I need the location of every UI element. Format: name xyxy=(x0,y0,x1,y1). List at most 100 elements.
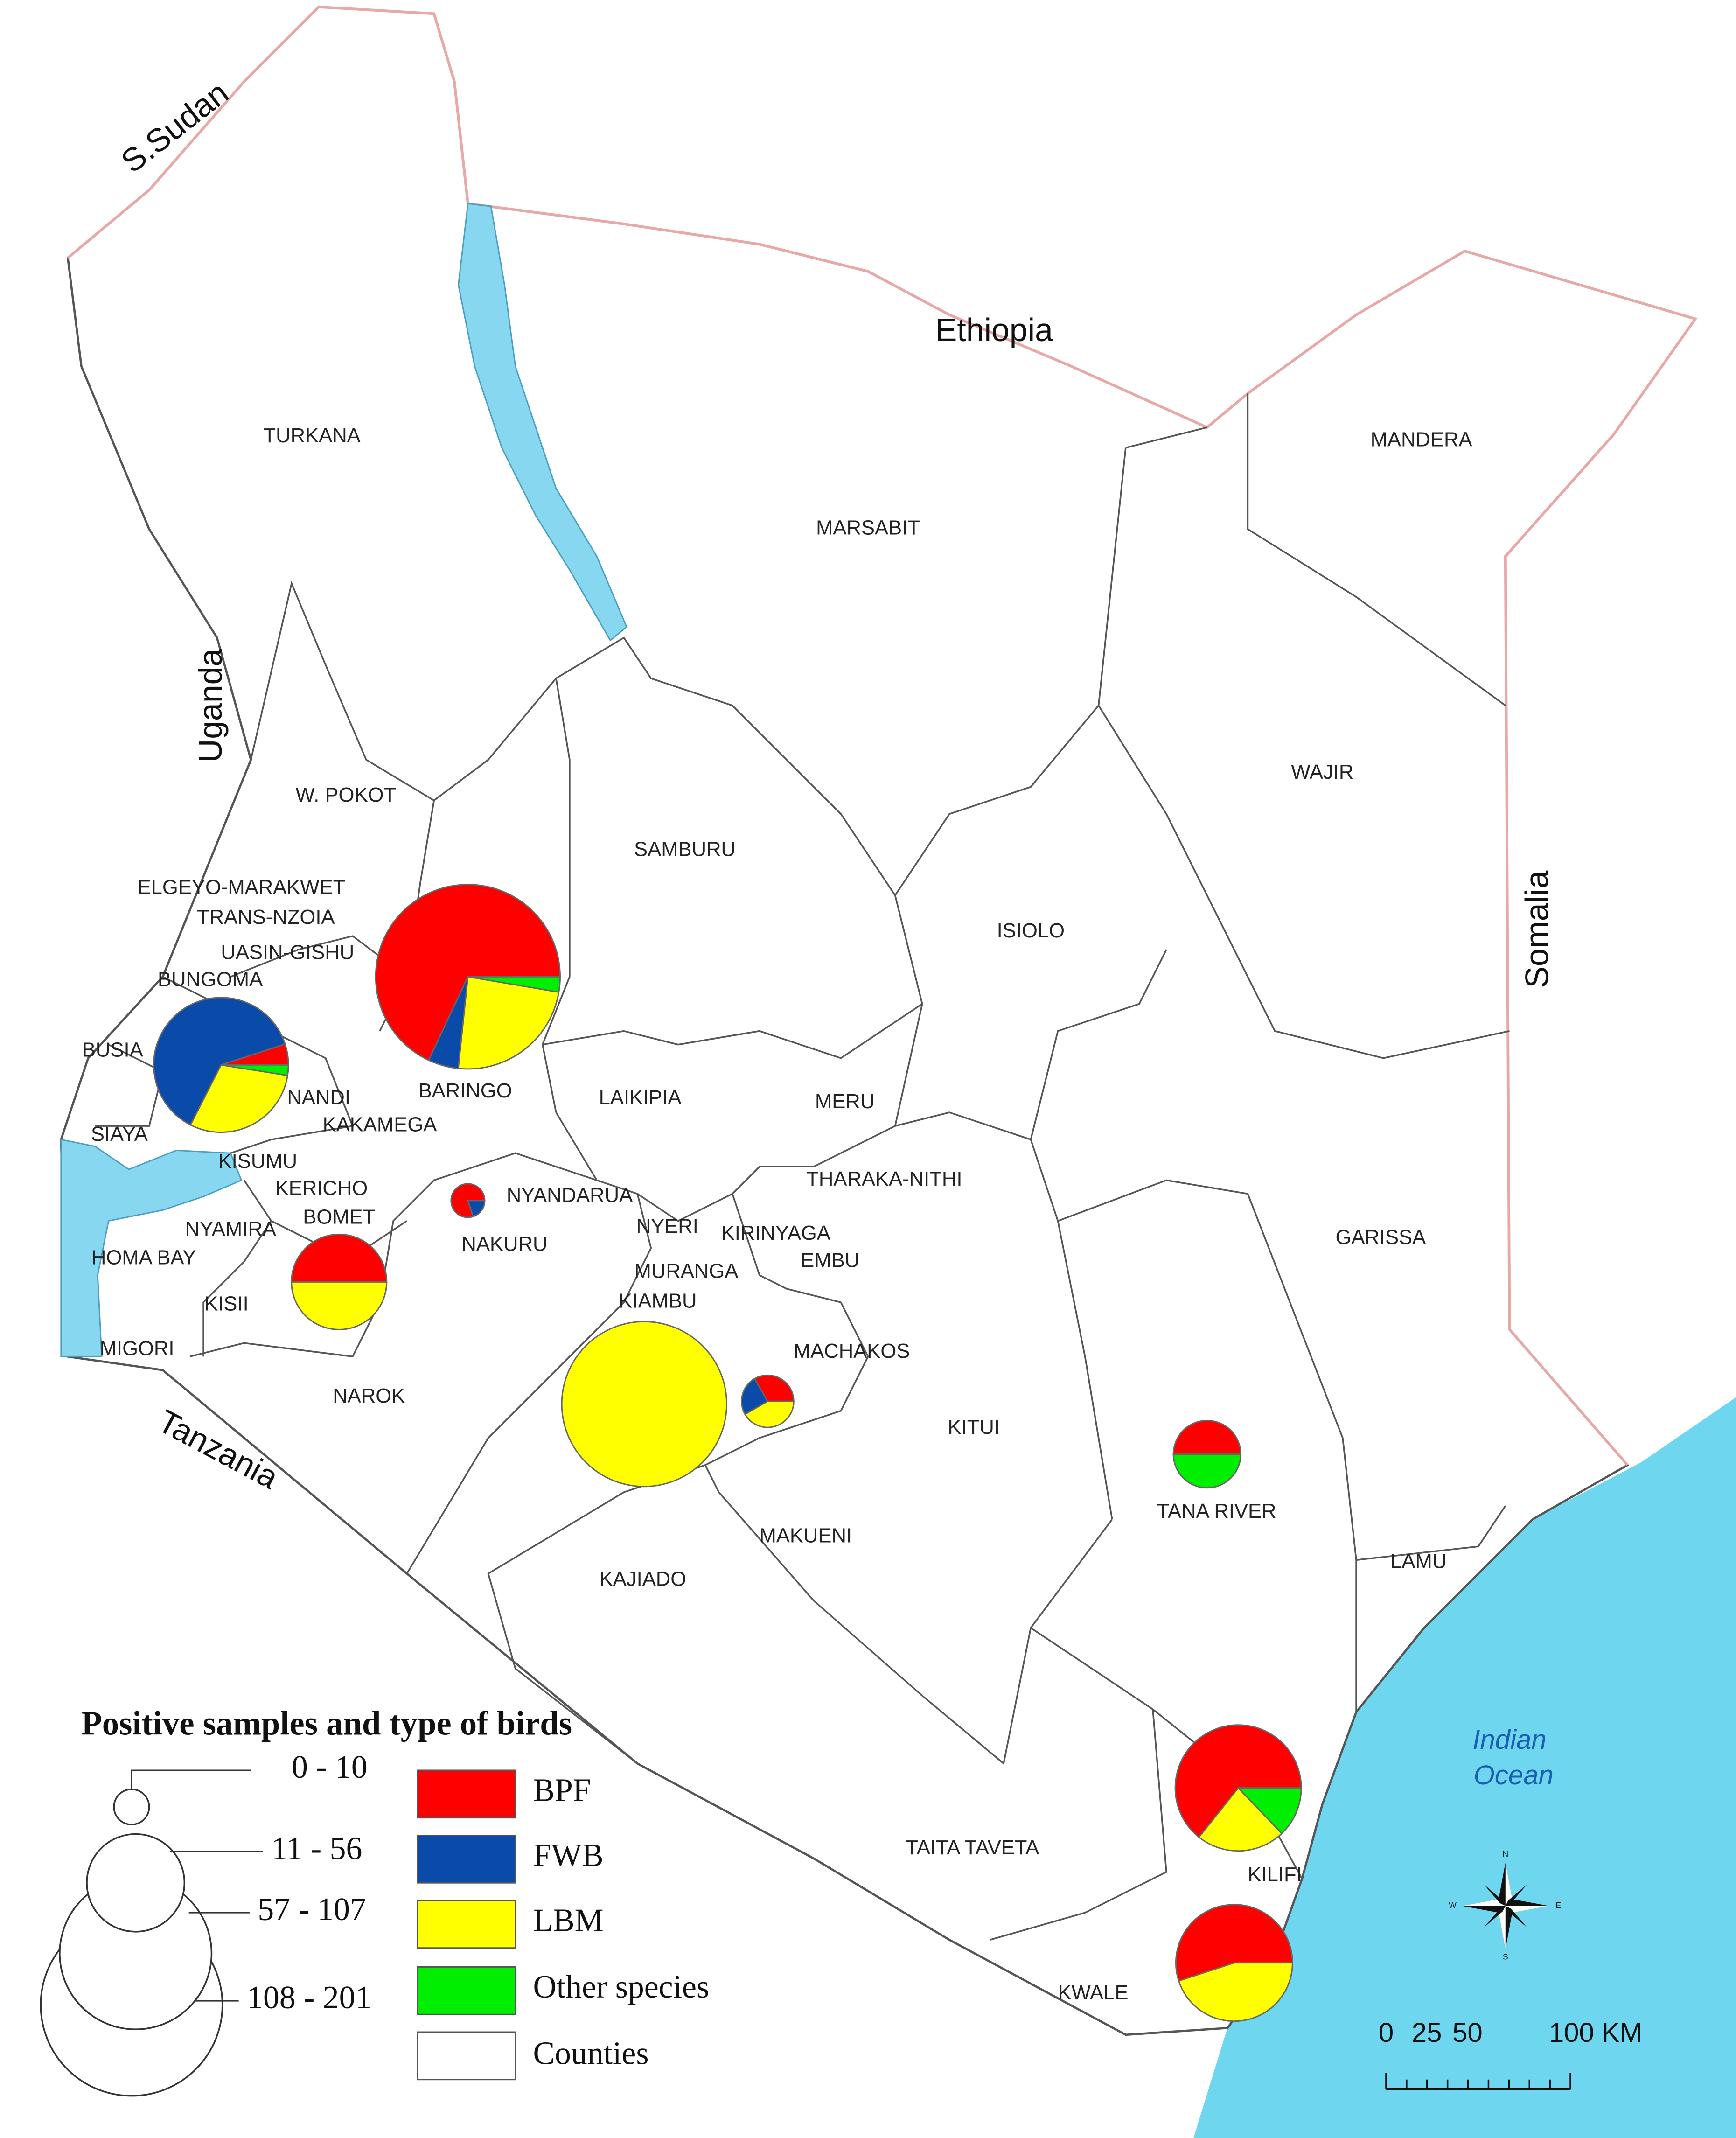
legend-label: FWB xyxy=(533,1838,603,1873)
scale-label: 25 xyxy=(1412,2018,1442,2048)
legend-swatch xyxy=(417,1966,516,2015)
county-label: NYAMIRA xyxy=(185,1218,276,1240)
legend-label: BPF xyxy=(533,1772,591,1808)
legend-label: Other species xyxy=(533,1969,709,2005)
county-label: KAKAMEGA xyxy=(323,1114,437,1136)
county-label: LAMU xyxy=(1390,1551,1447,1573)
county-label: NANDI xyxy=(287,1086,350,1109)
scale-label: 0 xyxy=(1379,2018,1394,2048)
pie-slice xyxy=(1172,1453,1241,1488)
county-label: TANA RIVER xyxy=(1157,1500,1276,1523)
county-label: HOMA BAY xyxy=(91,1247,196,1269)
pie-slice xyxy=(1236,1787,1302,1835)
pie-slice xyxy=(375,884,561,1062)
size-class-label: 0 - 10 xyxy=(292,1749,368,1785)
international-border xyxy=(67,5,1698,1466)
pie-slice xyxy=(1175,1904,1293,1982)
county-label: MANDERA xyxy=(1371,429,1472,451)
county-label: MACHAKOS xyxy=(794,1340,910,1362)
country-label: Ethiopia xyxy=(935,312,1053,348)
county-label: UASIN-GISHU xyxy=(221,941,354,964)
legend-swatch xyxy=(417,1769,516,1819)
county-label: TURKANA xyxy=(263,425,360,447)
county-label: EMBU xyxy=(801,1249,859,1272)
county-label: MERU xyxy=(815,1090,875,1113)
county-label: WAJIR xyxy=(1291,761,1353,783)
compass-label: S xyxy=(1503,1952,1508,1962)
pie-slice xyxy=(457,976,560,1070)
pie-slice xyxy=(744,1400,795,1428)
pie-slice xyxy=(467,1200,486,1218)
county-label: KERICHO xyxy=(275,1177,368,1200)
county-label: KWALE xyxy=(1058,1982,1129,2004)
size-class-circle xyxy=(86,1833,186,1933)
size-class-label: 11 - 56 xyxy=(271,1831,362,1866)
pie-slice xyxy=(1198,1787,1283,1852)
scale-label: 50 xyxy=(1452,2018,1483,2048)
pie-slice xyxy=(153,997,286,1126)
ocean xyxy=(1193,1397,1736,2138)
pie-slice xyxy=(221,1064,289,1076)
compass-label: N xyxy=(1503,1849,1509,1859)
ocean-label: Ocean xyxy=(1474,1760,1554,1790)
county-label: NYERI xyxy=(636,1216,698,1238)
county-label: BUNGOMA xyxy=(158,969,263,991)
county-label: TRANS-NZOIA xyxy=(197,906,335,929)
pie-slice xyxy=(291,1234,388,1283)
pie-slice xyxy=(741,1377,769,1416)
size-class-circle xyxy=(113,1788,150,1825)
compass-rose xyxy=(1462,1862,1549,1949)
pie-slice xyxy=(189,1064,289,1133)
pie-slice xyxy=(467,976,561,993)
county-label: ELGEYO-MARAKWET xyxy=(138,876,346,899)
county-label: MAKUENI xyxy=(759,1524,852,1547)
lake-victoria xyxy=(60,1139,243,1357)
legend-swatch xyxy=(417,1835,516,1884)
county-label: KAJIADO xyxy=(600,1568,687,1590)
county-label: SAMBURU xyxy=(634,838,736,860)
compass-label: E xyxy=(1555,1900,1561,1910)
pie-slice xyxy=(561,1321,728,1488)
pie-slice xyxy=(1172,1420,1241,1455)
legend-label: Counties xyxy=(533,2035,648,2071)
county-label: W. POKOT xyxy=(296,784,397,806)
ocean-label: Indian xyxy=(1472,1725,1546,1755)
legend-label: LBM xyxy=(533,1902,603,1938)
county-label: MURANGA xyxy=(634,1260,739,1283)
compass-label: W xyxy=(1449,1900,1457,1910)
lake-turkana xyxy=(458,203,627,642)
county-label: NAKURU xyxy=(461,1233,547,1255)
county-label: TAITA TAVETA xyxy=(906,1837,1039,1859)
county-label: MIGORI xyxy=(100,1337,174,1360)
county-label: GARISSA xyxy=(1335,1226,1426,1249)
legend-swatch xyxy=(417,1900,516,1949)
scale-label: 100 KM xyxy=(1549,2018,1642,2048)
legend-swatch xyxy=(417,2031,516,2081)
county-label: KISII xyxy=(204,1293,249,1315)
county-label: MARSABIT xyxy=(816,517,920,539)
county-label: KIRINYAGA xyxy=(721,1222,830,1244)
pie-slice xyxy=(1174,1724,1302,1838)
county-label: ISIOLO xyxy=(997,920,1065,942)
county-label: KIAMBU xyxy=(619,1290,697,1313)
county-label: BARINGO xyxy=(418,1080,512,1102)
county-label: NYANDARUA xyxy=(507,1184,633,1207)
county-label: BOMET xyxy=(303,1206,375,1228)
county-label: KITUI xyxy=(948,1416,1000,1439)
county-label: KISUMU xyxy=(218,1150,298,1173)
size-class-label: 108 - 201 xyxy=(247,1980,371,2016)
county-label: LAIKIPIA xyxy=(599,1086,682,1109)
county-label: BUSIA xyxy=(82,1039,143,1062)
size-class-label: 57 - 107 xyxy=(258,1892,366,1928)
county-label: THARAKA-NITHI xyxy=(806,1168,962,1190)
pie-slice xyxy=(291,1281,388,1330)
country-label: Uganda xyxy=(192,649,229,763)
pie-slice xyxy=(1178,1962,1293,2022)
county-label: NAROK xyxy=(333,1385,405,1407)
leader-line xyxy=(131,1769,251,1789)
county-label: SIAYA xyxy=(91,1123,148,1146)
legend-title: Positive samples and type of birds xyxy=(81,1705,572,1742)
country-label: Somalia xyxy=(1519,870,1555,988)
county-label: KILIFI xyxy=(1248,1864,1302,1886)
